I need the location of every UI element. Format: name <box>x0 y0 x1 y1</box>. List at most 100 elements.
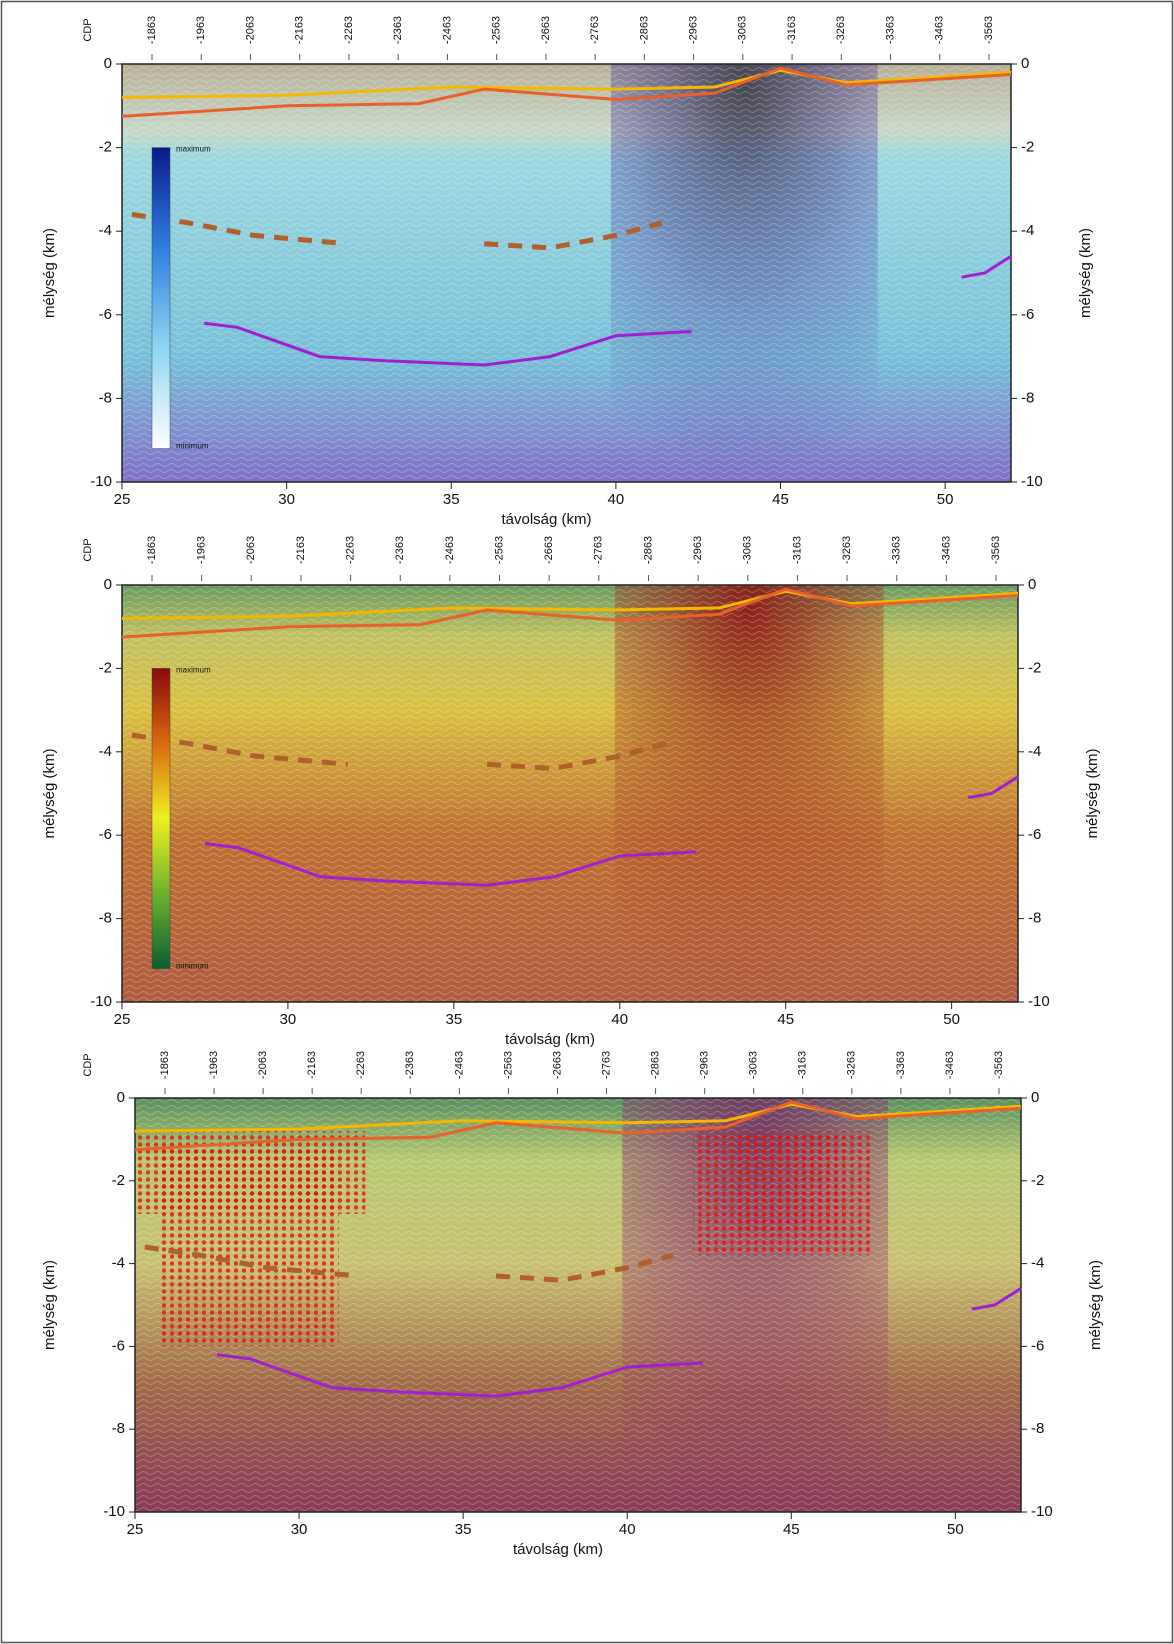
cdp-label: -2163 <box>295 536 307 564</box>
y2-axis-label: mélység (km) <box>1084 748 1101 838</box>
y2-tick-label: -6 <box>1028 826 1041 843</box>
cdp-label: -1863 <box>146 16 158 44</box>
cdp-label: -3363 <box>891 536 903 564</box>
cdp-label: -3063 <box>742 536 754 564</box>
plot-border <box>121 63 1012 483</box>
cdp-label: -2263 <box>343 16 355 44</box>
y-tick-label: -2 <box>99 139 112 156</box>
colorbar-max-label: maximum <box>176 145 211 154</box>
x-tick-label: 45 <box>783 1521 800 1538</box>
cdp-label: -2963 <box>687 16 699 44</box>
cdp-label: -2763 <box>589 16 601 44</box>
y2-tick-label: -2 <box>1028 659 1041 676</box>
y-tick-label: -6 <box>99 306 112 323</box>
horizon-line <box>121 587 1019 639</box>
cdp-label: -2463 <box>441 16 453 44</box>
cdp-label: -3063 <box>737 16 749 44</box>
colorbar-min-label: minimum <box>176 962 209 971</box>
cdp-label: -1963 <box>196 536 208 564</box>
cdp-title: CDP <box>82 18 94 41</box>
cdp-label: -2163 <box>294 16 306 44</box>
cdp-label: -3563 <box>993 1051 1005 1079</box>
x-tick-label: 30 <box>291 1521 308 1538</box>
x-tick-label: 40 <box>611 1011 628 1028</box>
y2-tick-label: -6 <box>1021 306 1034 323</box>
y-tick-label: 0 <box>104 55 112 72</box>
y2-tick-label: -6 <box>1031 1337 1044 1354</box>
colorbar <box>151 668 171 969</box>
cdp-label: -3263 <box>835 16 847 44</box>
cdp-label: -1963 <box>195 16 207 44</box>
cdp-label: -2663 <box>540 16 552 44</box>
cdp-label: -2163 <box>306 1051 318 1079</box>
cdp-label: -3063 <box>748 1051 760 1079</box>
cdp-label: -1863 <box>146 536 158 564</box>
horizon-line <box>134 1100 1022 1152</box>
y2-axis-label: mélység (km) <box>1077 228 1094 318</box>
cdp-label: -2063 <box>257 1051 269 1079</box>
y-tick-label: -4 <box>99 743 112 760</box>
colorbar <box>151 147 171 449</box>
cdp-label: -1963 <box>208 1051 220 1079</box>
y2-tick-label: -8 <box>1031 1420 1044 1437</box>
x-tick-label: 25 <box>114 1011 131 1028</box>
y2-tick-label: 0 <box>1028 576 1036 593</box>
cdp-label: -2563 <box>493 536 505 564</box>
x-tick-label: 35 <box>443 491 460 508</box>
x-tick-label: 50 <box>937 491 954 508</box>
cdp-title: CDP <box>82 538 94 561</box>
y2-tick-label: -10 <box>1021 473 1043 490</box>
cdp-label: -2963 <box>692 536 704 564</box>
cdp-label: -3163 <box>791 536 803 564</box>
cdp-label: -2863 <box>638 16 650 44</box>
cdp-label: -3563 <box>990 536 1002 564</box>
cdp-label: -2563 <box>491 16 503 44</box>
cdp-label: -2463 <box>453 1051 465 1079</box>
x-tick-label: 40 <box>619 1521 636 1538</box>
colorbar-min-label: minimum <box>176 442 209 451</box>
y-tick-label: -6 <box>112 1337 125 1354</box>
anomaly-dots <box>737 1135 844 1235</box>
y-tick-label: -8 <box>112 1420 125 1437</box>
cdp-label: -2063 <box>245 536 257 564</box>
cdp-label: -3263 <box>846 1051 858 1079</box>
cdp-label: -2863 <box>649 1051 661 1079</box>
cdp-label: -3263 <box>841 536 853 564</box>
y-tick-label: -2 <box>99 659 112 676</box>
cdp-label: -3463 <box>944 1051 956 1079</box>
cdp-label: -2863 <box>642 536 654 564</box>
cdp-label: -2463 <box>444 536 456 564</box>
cdp-label: -3363 <box>895 1051 907 1079</box>
y-tick-label: -10 <box>90 993 112 1010</box>
y2-tick-label: 0 <box>1031 1089 1039 1106</box>
x-tick-label: 50 <box>943 1011 960 1028</box>
cdp-label: -2963 <box>699 1051 711 1079</box>
cdp-label: -2563 <box>502 1051 514 1079</box>
x-axis-label: távolság (km) <box>513 1541 603 1558</box>
x-tick-label: 40 <box>608 491 625 508</box>
y2-tick-label: -4 <box>1031 1255 1044 1272</box>
y-tick-label: -4 <box>99 222 112 239</box>
horizon-line <box>144 1244 674 1283</box>
horizon-line <box>121 66 1012 118</box>
y-tick-label: -8 <box>99 910 112 927</box>
cdp-label: -2363 <box>404 1051 416 1079</box>
y-tick-label: -4 <box>112 1255 125 1272</box>
cdp-label: -3163 <box>786 16 798 44</box>
cdp-label: -2663 <box>543 536 555 564</box>
y-tick-label: -6 <box>99 826 112 843</box>
x-tick-label: 25 <box>127 1521 144 1538</box>
y2-tick-label: -4 <box>1028 743 1041 760</box>
cdp-label: -1863 <box>159 1051 171 1079</box>
horizon-line <box>204 255 1012 367</box>
y-tick-label: -10 <box>90 473 112 490</box>
cdp-label: -2763 <box>600 1051 612 1079</box>
x-tick-label: 30 <box>280 1011 297 1028</box>
cdp-label: -3163 <box>797 1051 809 1079</box>
cdp-label: -2363 <box>394 536 406 564</box>
y2-tick-label: -4 <box>1021 222 1034 239</box>
x-tick-label: 35 <box>446 1011 463 1028</box>
cdp-label: -2063 <box>244 16 256 44</box>
horizon-line <box>216 1287 1022 1398</box>
